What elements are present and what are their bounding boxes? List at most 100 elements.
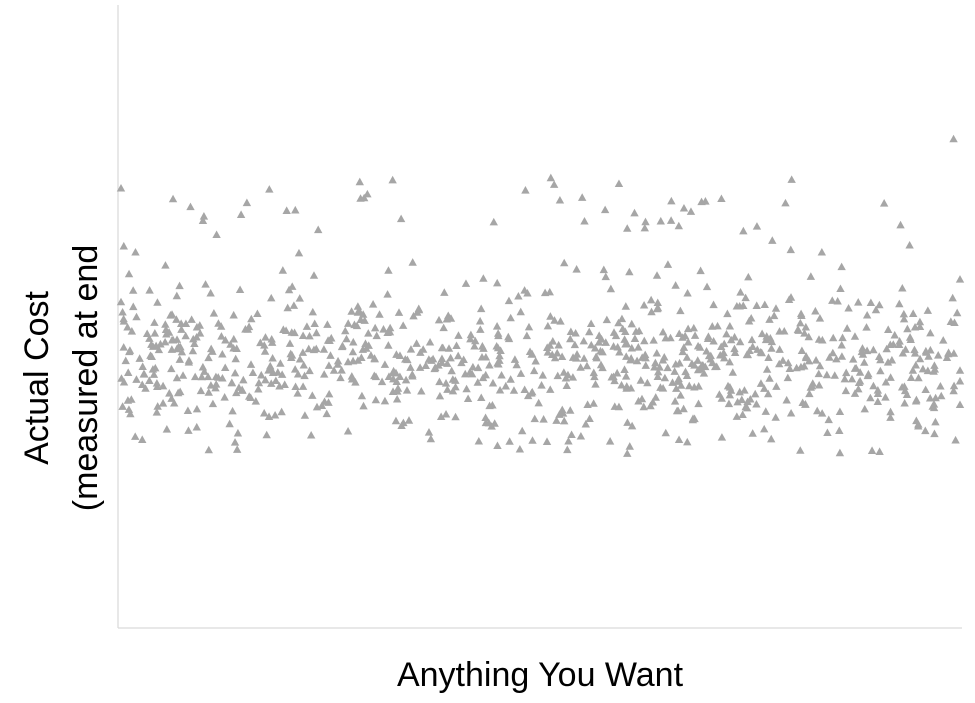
data-point bbox=[747, 313, 756, 322]
data-point bbox=[931, 417, 940, 426]
data-point bbox=[824, 415, 833, 424]
data-point bbox=[298, 382, 308, 390]
data-point-outlier bbox=[949, 134, 958, 143]
data-point bbox=[567, 430, 576, 439]
data-point bbox=[609, 372, 618, 381]
data-point bbox=[200, 367, 209, 375]
data-point bbox=[854, 298, 863, 306]
data-point bbox=[634, 396, 643, 405]
data-point bbox=[518, 426, 527, 435]
data-point bbox=[435, 391, 445, 400]
data-point bbox=[229, 334, 238, 343]
data-point bbox=[570, 340, 580, 349]
data-point bbox=[388, 175, 397, 184]
data-point bbox=[914, 373, 923, 382]
data-point bbox=[344, 319, 353, 327]
data-point bbox=[723, 309, 732, 318]
data-point bbox=[153, 298, 162, 306]
data-point bbox=[333, 356, 343, 365]
data-point bbox=[537, 381, 546, 389]
data-point bbox=[905, 240, 914, 249]
data-point bbox=[696, 266, 705, 275]
data-point bbox=[683, 324, 693, 333]
data-point bbox=[488, 400, 497, 409]
data-point bbox=[563, 445, 572, 454]
data-point bbox=[694, 382, 703, 390]
data-point bbox=[388, 387, 398, 395]
data-point bbox=[347, 372, 357, 380]
data-point bbox=[326, 351, 335, 359]
data-point bbox=[231, 354, 240, 363]
data-point bbox=[911, 360, 921, 369]
data-point bbox=[763, 389, 773, 398]
data-point bbox=[855, 368, 865, 376]
data-point bbox=[406, 363, 415, 371]
data-point bbox=[119, 343, 128, 351]
data-point bbox=[546, 312, 555, 320]
data-point bbox=[175, 355, 184, 363]
data-point bbox=[156, 339, 165, 348]
data-point bbox=[942, 353, 952, 362]
data-point bbox=[828, 296, 837, 304]
data-point bbox=[398, 321, 408, 329]
data-point bbox=[443, 385, 452, 393]
data-point bbox=[678, 347, 687, 356]
data-point bbox=[190, 339, 199, 347]
data-point bbox=[230, 438, 240, 446]
data-point bbox=[310, 319, 319, 328]
data-point bbox=[775, 345, 784, 353]
data-point bbox=[401, 375, 411, 384]
data-point bbox=[409, 311, 418, 320]
data-point bbox=[840, 374, 849, 383]
data-point bbox=[601, 272, 610, 281]
data-point bbox=[140, 370, 149, 378]
data-point bbox=[720, 339, 729, 348]
data-point bbox=[495, 385, 505, 394]
data-point bbox=[955, 366, 965, 374]
data-point bbox=[506, 375, 515, 383]
data-point bbox=[806, 272, 816, 280]
data-point bbox=[806, 383, 815, 391]
data-point bbox=[762, 365, 772, 373]
data-point bbox=[805, 389, 814, 398]
data-point bbox=[186, 202, 195, 211]
data-point bbox=[212, 230, 221, 239]
data-point bbox=[739, 301, 748, 309]
data-point bbox=[497, 370, 506, 379]
data-point bbox=[232, 344, 241, 352]
data-point bbox=[725, 357, 734, 366]
data-point bbox=[651, 393, 660, 401]
data-point bbox=[760, 424, 769, 433]
data-point bbox=[725, 390, 735, 399]
data-point bbox=[905, 333, 915, 341]
data-point bbox=[858, 344, 867, 352]
data-point bbox=[577, 193, 587, 201]
data-point bbox=[621, 302, 631, 310]
data-point bbox=[388, 368, 398, 377]
data-point bbox=[170, 398, 179, 407]
data-point bbox=[343, 426, 353, 435]
data-point bbox=[732, 412, 742, 420]
data-point bbox=[161, 261, 170, 269]
data-point bbox=[656, 216, 665, 225]
data-point bbox=[709, 336, 718, 345]
data-point bbox=[553, 371, 562, 380]
data-point bbox=[384, 341, 393, 349]
data-point bbox=[785, 364, 794, 372]
data-point bbox=[201, 280, 210, 288]
data-point bbox=[546, 173, 556, 182]
data-point bbox=[556, 317, 565, 325]
data-point bbox=[248, 368, 258, 377]
data-point bbox=[357, 353, 366, 361]
data-point bbox=[813, 406, 822, 415]
data-point bbox=[306, 430, 316, 439]
data-point bbox=[579, 336, 588, 345]
data-point bbox=[305, 366, 314, 375]
data-point bbox=[946, 317, 956, 325]
data-point bbox=[233, 428, 243, 437]
data-point bbox=[317, 401, 327, 410]
data-point bbox=[747, 335, 757, 344]
data-point bbox=[563, 370, 573, 379]
data-point bbox=[545, 341, 555, 349]
